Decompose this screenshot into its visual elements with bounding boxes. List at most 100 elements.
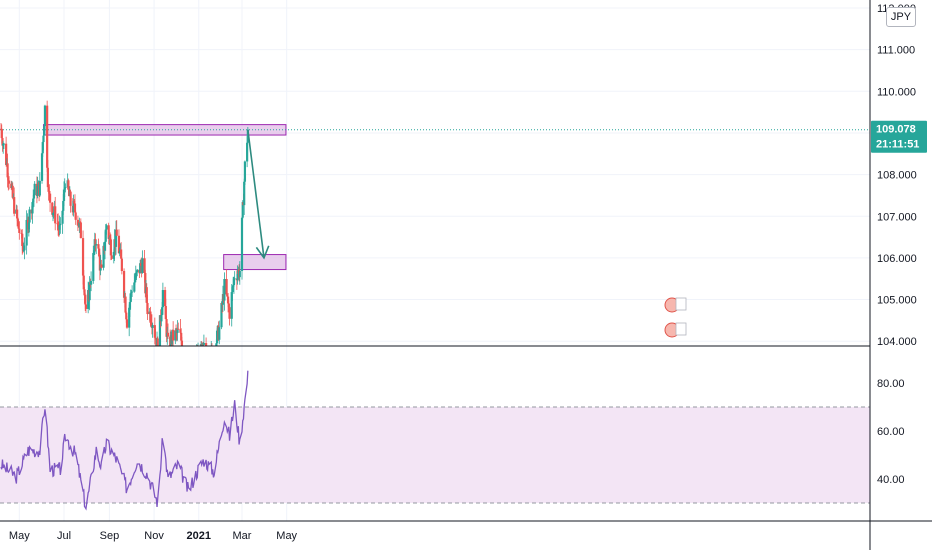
time-tick-label: 2021 <box>187 530 211 542</box>
candle-body <box>6 163 9 178</box>
candle <box>88 276 91 311</box>
candle <box>172 321 175 346</box>
candle-body <box>97 244 100 249</box>
candle <box>100 259 103 269</box>
candle-body <box>84 295 87 305</box>
candle-body <box>154 337 157 339</box>
candle <box>31 201 34 224</box>
candle-body <box>89 280 93 285</box>
candle-body <box>146 302 149 315</box>
candle-body <box>131 291 134 293</box>
arrow-head[interactable] <box>255 245 270 260</box>
price-axis[interactable]: 112.000111.000110.000109.000108.000107.0… <box>877 3 917 348</box>
candle <box>92 250 96 261</box>
candle-body <box>109 237 112 240</box>
event-flag-icon[interactable] <box>664 322 687 338</box>
candle-body <box>92 253 95 281</box>
candle <box>139 259 142 274</box>
candle-body <box>52 212 55 214</box>
candle-body <box>143 258 146 273</box>
candle <box>134 265 137 283</box>
candle-body <box>47 187 50 191</box>
candle-body <box>117 235 121 254</box>
last-price-badge: 109.078 21:11:51 <box>871 120 927 153</box>
candle <box>81 230 85 285</box>
candle-body <box>110 255 113 259</box>
candle <box>43 124 46 136</box>
candle <box>231 285 234 301</box>
candle-body <box>59 223 62 226</box>
event-flags[interactable] <box>664 297 687 338</box>
candle-body <box>51 212 55 215</box>
candle <box>58 215 61 236</box>
candle-body <box>243 161 247 182</box>
rsi-pane[interactable] <box>0 370 870 511</box>
price-tick-label: 104.000 <box>877 336 917 348</box>
time-tick-label: Jul <box>57 530 71 542</box>
rsi-tick-label: 80.00 <box>877 378 905 390</box>
candle-body <box>144 272 147 294</box>
candle <box>115 220 118 236</box>
rsi-axis[interactable]: 80.00 60.00 40.00 <box>877 378 905 486</box>
event-flag-icon[interactable] <box>664 297 687 313</box>
candle <box>136 269 139 277</box>
candle <box>243 160 247 186</box>
candle-body <box>33 183 36 196</box>
candle-body <box>150 322 153 325</box>
candle <box>141 250 144 274</box>
projection-arrow[interactable] <box>247 129 270 260</box>
candle-body <box>223 278 226 301</box>
rsi-line <box>0 370 249 511</box>
candle <box>218 320 221 345</box>
price-tick-label: 106.000 <box>877 253 917 265</box>
candle <box>54 196 57 231</box>
candle <box>6 153 9 188</box>
candle <box>236 265 239 285</box>
candle-body <box>174 330 177 341</box>
candle <box>124 292 127 314</box>
candle-body <box>165 319 168 337</box>
candle <box>89 271 93 292</box>
candle <box>109 232 112 241</box>
candle-body <box>100 264 103 268</box>
candle-body <box>40 153 44 181</box>
candle-body <box>16 218 19 222</box>
candle-body <box>31 202 34 214</box>
symbol-badge[interactable]: JPY <box>886 7 916 27</box>
candle-body <box>125 312 128 320</box>
candle <box>243 178 246 215</box>
target-zone[interactable] <box>223 254 287 271</box>
candle-body <box>158 315 162 346</box>
candle-body <box>46 105 49 168</box>
candle-body <box>82 275 85 290</box>
candle-body <box>62 200 65 211</box>
candle <box>46 100 49 173</box>
candle <box>2 142 6 150</box>
candle <box>32 193 36 207</box>
candle <box>21 241 25 254</box>
arrow-shaft[interactable] <box>247 129 265 258</box>
candle-body <box>43 105 47 127</box>
candle-body <box>163 290 167 307</box>
candle-body <box>161 307 164 316</box>
candle-body <box>120 258 123 272</box>
candle-body <box>84 304 88 309</box>
candle-body <box>139 263 142 274</box>
time-axis[interactable]: May Jul Sep Nov 2021 Mar May <box>9 530 298 542</box>
candle-body <box>0 128 3 139</box>
candle <box>114 220 118 255</box>
candle-body <box>78 222 81 228</box>
candle-body <box>228 307 231 319</box>
candle-body <box>48 190 51 194</box>
candle-body <box>240 217 244 271</box>
candle-body <box>129 293 132 303</box>
candle <box>57 213 60 236</box>
candle-body <box>28 209 31 223</box>
candle <box>40 152 44 184</box>
candle-body <box>73 200 76 204</box>
candle <box>223 272 226 311</box>
candle <box>32 189 35 209</box>
price-pane[interactable] <box>0 100 870 346</box>
candle-body <box>166 332 170 337</box>
